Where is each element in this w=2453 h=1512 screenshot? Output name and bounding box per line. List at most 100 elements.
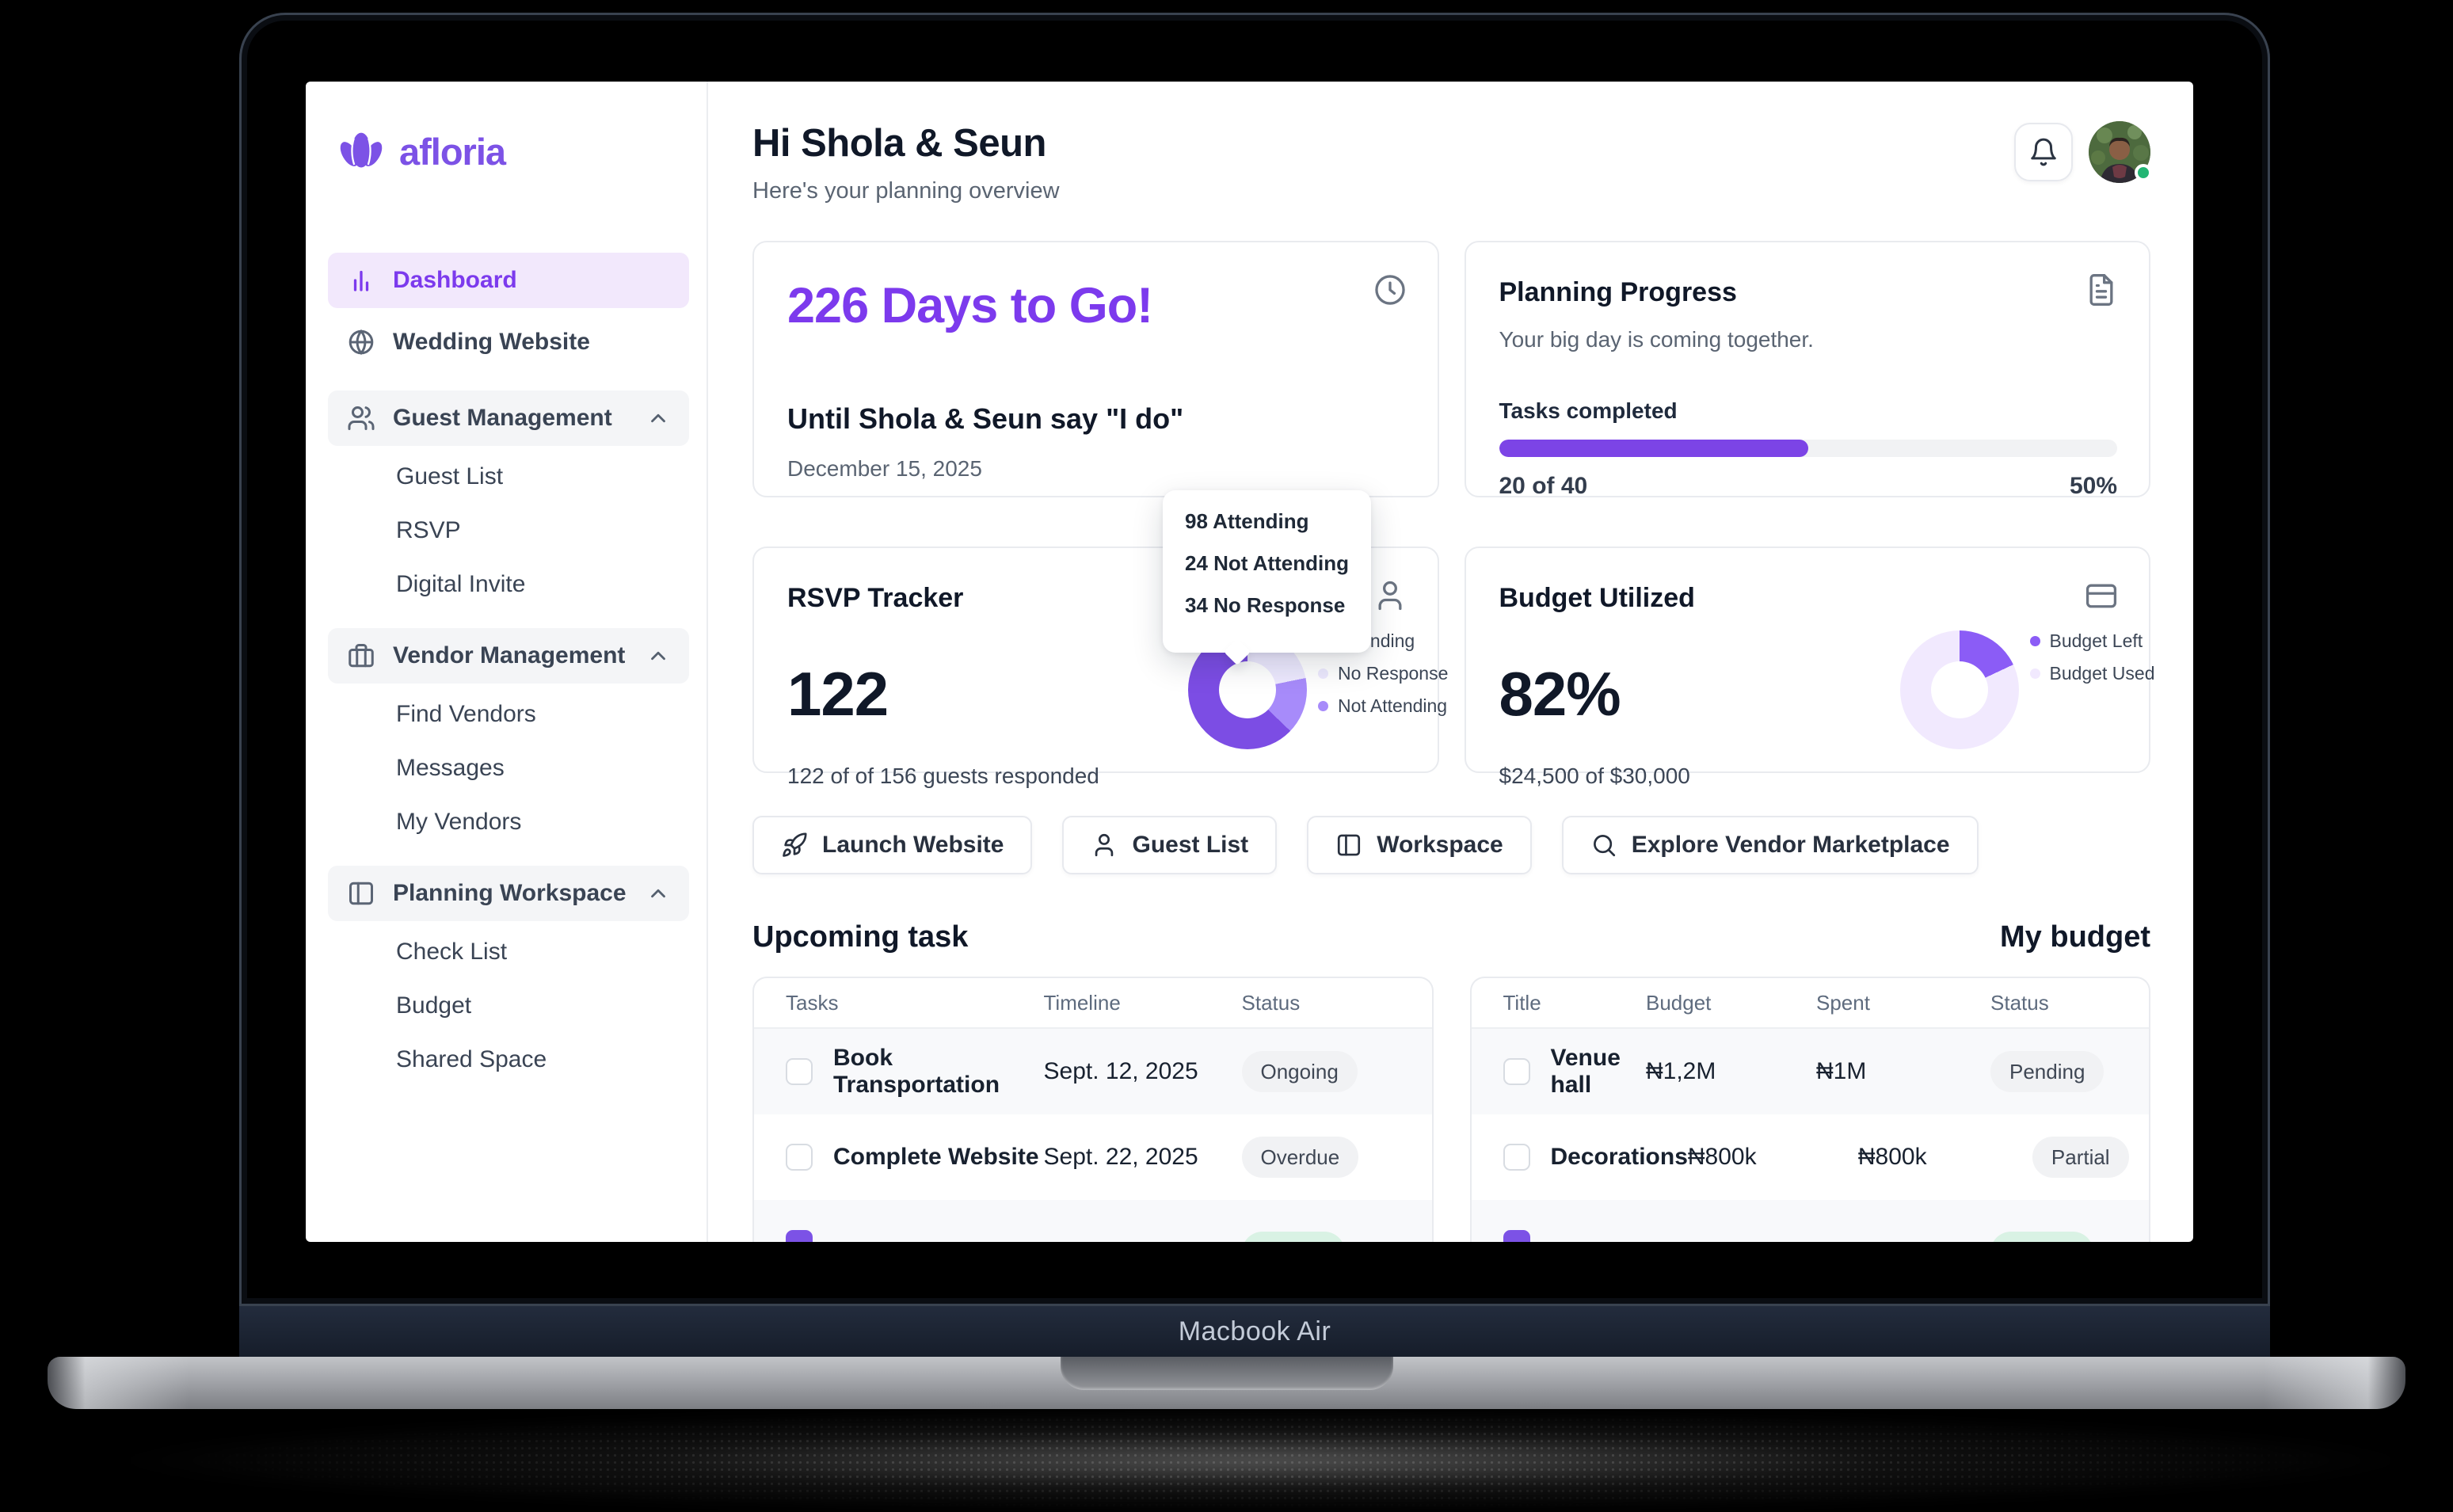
- sidebar-item-label: Shared Space: [396, 1046, 547, 1072]
- column-header-spent: Spent: [1816, 990, 1870, 1015]
- sidebar-section-vendor-management[interactable]: Vendor Management: [328, 628, 689, 684]
- sidebar-nav: Dashboard Wedding Website Guest Manageme…: [328, 253, 689, 1083]
- legend-dot: [1318, 701, 1328, 711]
- sidebar-item-label: Find Vendors: [396, 701, 536, 727]
- main-content: Hi Shola & Seun Here's your planning ove…: [708, 82, 2193, 1242]
- task-timeline: Sept. 22, 2025: [1043, 1144, 1198, 1170]
- countdown-title: 226 Days to Go!: [787, 278, 1153, 333]
- tasks-count: 20 of 40: [1499, 473, 1588, 499]
- column-header-tasks: Tasks: [786, 990, 839, 1015]
- sidebar-item-dashboard[interactable]: Dashboard: [328, 253, 689, 308]
- sidebar-item-wedding-website[interactable]: Wedding Website: [328, 314, 689, 370]
- sidebar-item-budget[interactable]: Budget: [328, 983, 689, 1029]
- my-budget-heading: My budget: [2000, 920, 2150, 954]
- task-checkbox[interactable]: [786, 1144, 813, 1171]
- budget-item-title: Venue hall: [1550, 1045, 1621, 1098]
- sidebar-item-guest-list[interactable]: Guest List: [328, 454, 689, 500]
- launch-website-button[interactable]: Launch Website: [752, 816, 1033, 874]
- legend-dot: [2029, 636, 2040, 646]
- sidebar-item-label: Digital Invite: [396, 571, 526, 597]
- panel-left-icon: [1335, 832, 1362, 859]
- upcoming-tasks-table: Tasks Timeline Status Book Transportatio…: [752, 977, 1434, 1242]
- chevron-up-icon: [646, 882, 670, 905]
- countdown-card: 226 Days to Go! Until Shola & Seun say "…: [752, 241, 1439, 497]
- credit-card-icon: [2084, 578, 2119, 613]
- sidebar-item-rsvp[interactable]: RSVP: [328, 508, 689, 554]
- budget-checkbox[interactable]: [1503, 1144, 1530, 1171]
- column-header-title: Title: [1503, 990, 1541, 1015]
- sidebar-item-label: Check List: [396, 939, 508, 965]
- status-badge: Pending: [1990, 1051, 2104, 1092]
- device-label: Macbook Air: [1178, 1316, 1331, 1346]
- budget-donut-chart[interactable]: [1899, 630, 2019, 749]
- progress-card-subtitle: Your big day is coming together.: [1499, 327, 1814, 352]
- sidebar-item-label: Budget: [396, 992, 472, 1019]
- table-row[interactable]: Complete Website Sept. 22, 2025 Overdue: [754, 1114, 1432, 1200]
- donut-hole: [1219, 661, 1276, 718]
- upcoming-task-heading: Upcoming task: [752, 920, 969, 954]
- laptop-mockup: afloria Dashboard Wedding Website: [48, 13, 2409, 1512]
- globe-icon: [347, 328, 375, 356]
- progress-footer: 20 of 40 50%: [1499, 473, 2118, 500]
- budget-checkbox[interactable]: [1503, 1058, 1530, 1085]
- topbar: Hi Shola & Seun Here's your planning ove…: [752, 121, 2152, 204]
- status-badge: Partial: [2032, 1137, 2129, 1178]
- legend-item: Budget Left: [2029, 630, 2155, 652]
- status-badge: [1990, 1232, 2093, 1242]
- table-row[interactable]: Venue hall ₦1,2M ₦1M Pending: [1471, 1029, 2149, 1114]
- column-header-budget: Budget: [1646, 990, 1712, 1015]
- sidebar-item-check-list[interactable]: Check List: [328, 929, 689, 975]
- column-header-status: Status: [1241, 990, 1301, 1015]
- budget-amount: ₦800k: [1687, 1144, 1757, 1170]
- briefcase-icon: [347, 642, 375, 670]
- sidebar-item-digital-invite[interactable]: Digital Invite: [328, 562, 689, 607]
- task-name: Book Transportation: [833, 1045, 1000, 1098]
- sidebar-item-shared-space[interactable]: Shared Space: [328, 1037, 689, 1083]
- brand-logo[interactable]: afloria: [328, 124, 689, 178]
- table-row[interactable]: Book Transportation Sept. 12, 2025 Ongoi…: [754, 1029, 1432, 1114]
- rsvp-card-title: RSVP Tracker: [787, 583, 964, 613]
- wedding-date: December 15, 2025: [787, 456, 982, 481]
- page-subtitle: Here's your planning overview: [752, 178, 1060, 204]
- sidebar-item-messages[interactable]: Messages: [328, 745, 689, 791]
- legend-item: Budget Used: [2029, 663, 2154, 684]
- sidebar-section-guest-management[interactable]: Guest Management: [328, 390, 689, 446]
- column-header-timeline: Timeline: [1043, 990, 1121, 1015]
- budget-amount: ₦1,2M: [1646, 1058, 1716, 1084]
- guest-list-button[interactable]: Guest List: [1062, 816, 1278, 874]
- laptop-shadow-speckle: [112, 1409, 2409, 1512]
- explore-vendor-marketplace-button[interactable]: Explore Vendor Marketplace: [1561, 816, 1979, 874]
- spent-amount: ₦800k: [1857, 1144, 1927, 1170]
- users-icon: [347, 404, 375, 432]
- task-timeline: Sept. 12, 2025: [1043, 1058, 1198, 1084]
- button-label: Explore Vendor Marketplace: [1631, 832, 1950, 858]
- legend-item: No Response: [1318, 663, 1448, 684]
- spent-amount: ₦1M: [1816, 1058, 1867, 1084]
- table-row-clipped[interactable]: [754, 1200, 1432, 1242]
- notifications-button[interactable]: [2014, 123, 2073, 181]
- avatar[interactable]: [2089, 121, 2152, 183]
- sidebar-section-planning-workspace[interactable]: Planning Workspace: [328, 866, 689, 921]
- bar-chart-icon: [347, 266, 375, 295]
- rocket-icon: [781, 832, 808, 859]
- workspace-button[interactable]: Workspace: [1307, 816, 1532, 874]
- budget-checkbox-checked[interactable]: [1503, 1230, 1530, 1242]
- sidebar-item-my-vendors[interactable]: My Vendors: [328, 799, 689, 845]
- legend-item: Not Attending: [1318, 695, 1448, 717]
- table-header: Tasks Timeline Status: [754, 978, 1432, 1029]
- greeting-block: Hi Shola & Seun Here's your planning ove…: [752, 121, 1060, 204]
- chevron-up-icon: [646, 406, 670, 430]
- online-status-dot: [2135, 164, 2152, 181]
- table-row-clipped[interactable]: [1471, 1200, 2149, 1242]
- sidebar-item-label: Messages: [396, 755, 505, 781]
- budget-percent: 82%: [1499, 659, 1621, 729]
- rsvp-count: 122: [787, 659, 889, 729]
- task-checkbox-checked[interactable]: [786, 1230, 813, 1242]
- table-row[interactable]: Decorations ₦800k ₦800k Partial: [1472, 1114, 2150, 1200]
- budget-item-title: Decorations: [1550, 1144, 1688, 1170]
- sidebar-item-find-vendors[interactable]: Find Vendors: [328, 691, 689, 737]
- task-checkbox[interactable]: [786, 1058, 813, 1085]
- button-label: Launch Website: [822, 832, 1004, 858]
- task-name: Complete Website: [833, 1144, 1039, 1170]
- progress-card-title: Planning Progress: [1499, 277, 1737, 307]
